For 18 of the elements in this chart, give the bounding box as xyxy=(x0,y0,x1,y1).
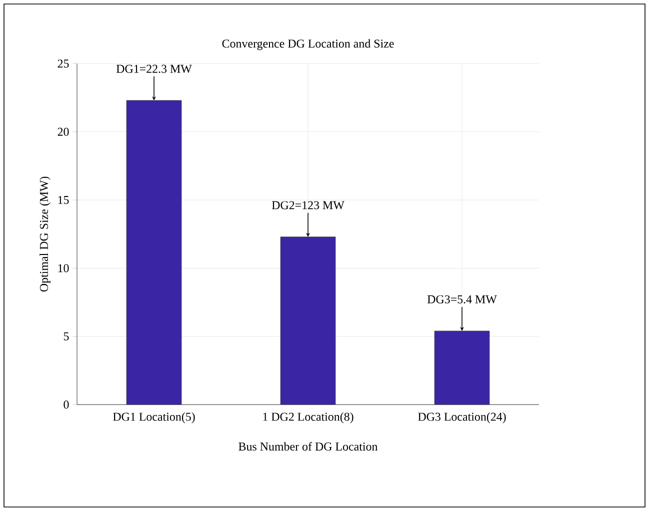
bar xyxy=(434,330,490,405)
y-tick-label: 25 xyxy=(58,60,69,68)
bar xyxy=(280,236,336,405)
annotation: DG3=5.4 MW xyxy=(427,295,497,304)
chart-title: Convergence DG Location and Size xyxy=(222,39,394,50)
y-tick-label: 15 xyxy=(58,196,69,204)
y-tick-label: 5 xyxy=(64,332,69,340)
x-tick-label: DG1 Location(5) xyxy=(113,412,195,424)
x-tick-label: DG3 Location(24) xyxy=(418,412,506,424)
y-tick-label: 0 xyxy=(64,400,69,409)
y-tick-label: 10 xyxy=(58,264,69,272)
y-axis-title: Optimal DG Size (MW) xyxy=(40,176,50,292)
annotation: DG1=22.3 MW xyxy=(116,64,192,73)
y-tick-label: 20 xyxy=(58,128,69,136)
bar xyxy=(126,100,182,405)
annotation: DG2=123 MW xyxy=(272,201,344,210)
x-tick-label: 1 DG2 Location(8) xyxy=(263,412,354,424)
x-axis-title: Bus Number of DG Location xyxy=(238,442,378,451)
